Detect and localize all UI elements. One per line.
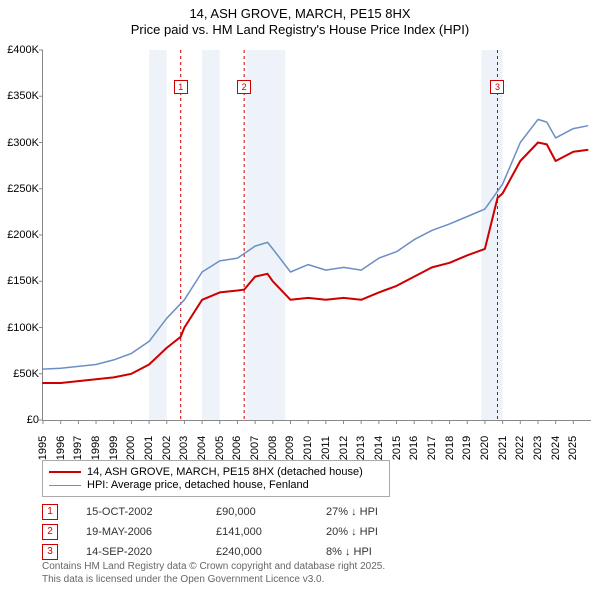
- xtick: 2012: [338, 436, 350, 460]
- xtick: 2002: [161, 436, 173, 460]
- xtick: 1999: [108, 436, 120, 460]
- title-block: 14, ASH GROVE, MARCH, PE15 8HX Price pai…: [0, 0, 600, 39]
- legend-item: HPI: Average price, detached house, Fenl…: [49, 479, 383, 491]
- sale-price: £240,000: [216, 546, 326, 558]
- xtick: 2007: [249, 436, 261, 460]
- xtick: 2020: [479, 436, 491, 460]
- ytick: £400K: [3, 44, 39, 56]
- xtick: 2010: [302, 436, 314, 460]
- legend-label: HPI: Average price, detached house, Fenl…: [87, 479, 309, 491]
- xtick: 2001: [143, 436, 155, 460]
- ytick: £300K: [3, 137, 39, 149]
- xtick: 2014: [373, 436, 385, 460]
- xtick: 1995: [37, 436, 49, 460]
- chart-container: 14, ASH GROVE, MARCH, PE15 8HX Price pai…: [0, 0, 600, 590]
- sale-row: 3 14-SEP-2020£240,0008% ↓ HPI: [42, 544, 426, 560]
- legend-swatch: [49, 471, 81, 473]
- xtick: 2006: [231, 436, 243, 460]
- legend-swatch: [49, 485, 81, 486]
- xtick: 2019: [461, 436, 473, 460]
- sale-marker-3: 3: [490, 80, 504, 94]
- sales-table: 1 15-OCT-2002£90,00027% ↓ HPI 2 19-MAY-2006…: [42, 500, 426, 564]
- xtick: 2017: [426, 436, 438, 460]
- sale-row: 1 15-OCT-2002£90,00027% ↓ HPI: [42, 504, 426, 520]
- footer-line2: This data is licensed under the Open Gov…: [42, 574, 385, 587]
- sale-date: 15-OCT-2002: [86, 506, 216, 518]
- xtick: 2013: [355, 436, 367, 460]
- sale-diff: 8% ↓ HPI: [326, 546, 426, 558]
- xtick: 2015: [391, 436, 403, 460]
- sale-row-marker: 1: [42, 504, 58, 520]
- xtick: 1996: [55, 436, 67, 460]
- legend-item: 14, ASH GROVE, MARCH, PE15 8HX (detached…: [49, 466, 383, 478]
- sale-marker-1: 1: [174, 80, 188, 94]
- sale-date: 19-MAY-2006: [86, 526, 216, 538]
- ytick: £100K: [3, 322, 39, 334]
- sale-row: 2 19-MAY-2006£141,00020% ↓ HPI: [42, 524, 426, 540]
- ytick: £350K: [3, 90, 39, 102]
- sale-diff: 27% ↓ HPI: [326, 506, 426, 518]
- sale-price: £90,000: [216, 506, 326, 518]
- chart-svg: [43, 50, 591, 420]
- sale-diff: 20% ↓ HPI: [326, 526, 426, 538]
- sale-row-marker: 3: [42, 544, 58, 560]
- legend: 14, ASH GROVE, MARCH, PE15 8HX (detached…: [42, 460, 390, 497]
- xtick: 2018: [444, 436, 456, 460]
- xtick: 2021: [497, 436, 509, 460]
- xtick: 2003: [178, 436, 190, 460]
- ytick: £150K: [3, 275, 39, 287]
- xtick: 2008: [267, 436, 279, 460]
- xtick: 2009: [284, 436, 296, 460]
- xtick: 2025: [567, 436, 579, 460]
- chart-area: 123£0£50K£100K£150K£200K£250K£300K£350K£…: [42, 50, 591, 421]
- xtick: 2022: [514, 436, 526, 460]
- xtick: 2023: [532, 436, 544, 460]
- sale-date: 14-SEP-2020: [86, 546, 216, 558]
- xtick: 2016: [408, 436, 420, 460]
- title-subtitle: Price paid vs. HM Land Registry's House …: [0, 22, 600, 38]
- footer: Contains HM Land Registry data © Crown c…: [42, 561, 385, 586]
- footer-line1: Contains HM Land Registry data © Crown c…: [42, 561, 385, 574]
- xtick: 1997: [72, 436, 84, 460]
- title-address: 14, ASH GROVE, MARCH, PE15 8HX: [0, 6, 600, 22]
- ytick: £0: [3, 414, 39, 426]
- xtick: 2005: [214, 436, 226, 460]
- xtick: 1998: [90, 436, 102, 460]
- ytick: £200K: [3, 229, 39, 241]
- xtick: 2024: [550, 436, 562, 460]
- xtick: 2000: [125, 436, 137, 460]
- xtick: 2011: [320, 436, 332, 460]
- sale-price: £141,000: [216, 526, 326, 538]
- ytick: £50K: [3, 368, 39, 380]
- ytick: £250K: [3, 183, 39, 195]
- sale-row-marker: 2: [42, 524, 58, 540]
- xtick: 2004: [196, 436, 208, 460]
- sale-marker-2: 2: [237, 80, 251, 94]
- legend-label: 14, ASH GROVE, MARCH, PE15 8HX (detached…: [87, 466, 363, 478]
